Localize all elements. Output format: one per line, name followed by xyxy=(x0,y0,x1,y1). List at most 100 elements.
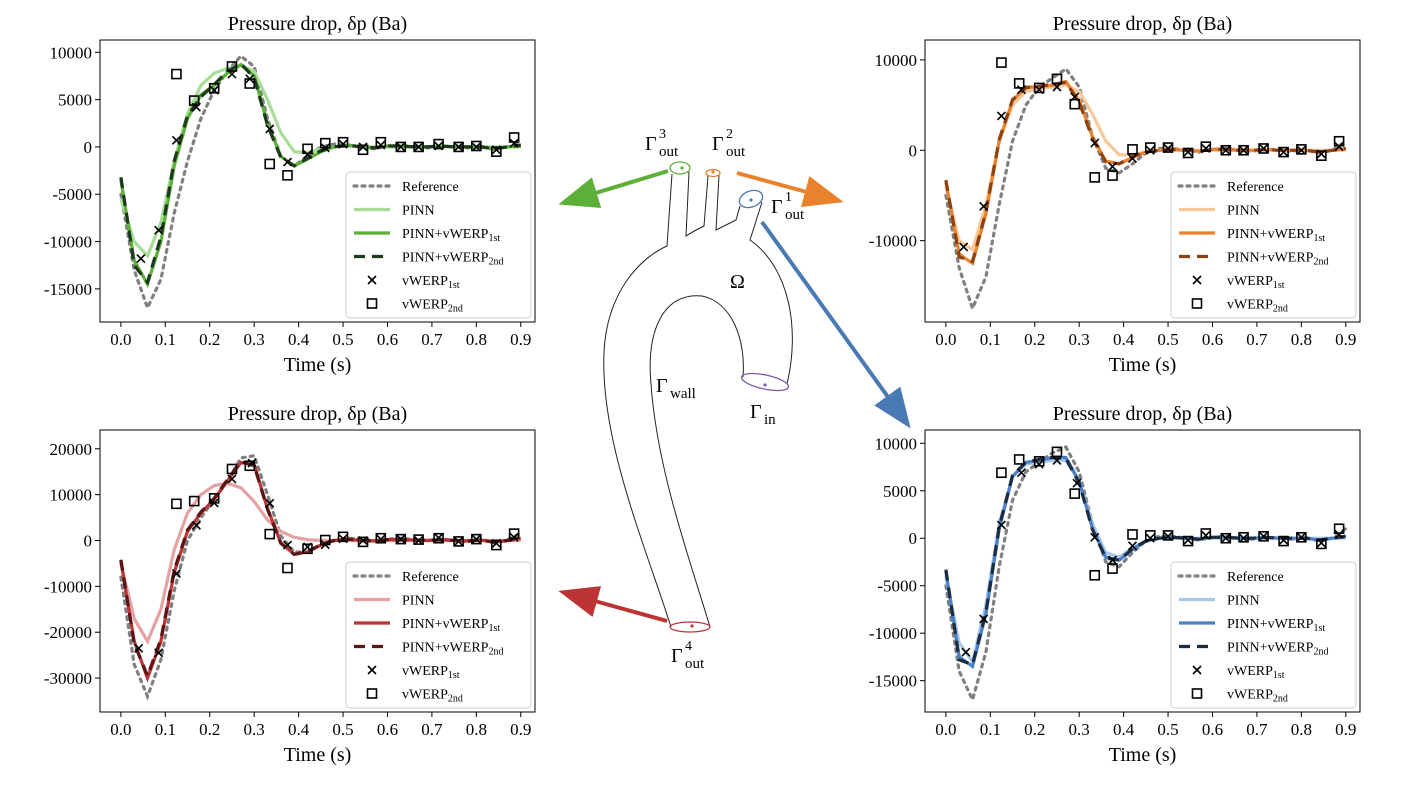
x-marker xyxy=(1072,478,1082,488)
x-tick-label: 0.1 xyxy=(155,720,176,739)
chart: Pressure drop, δp (Ba) 0.0 0.1 0.2 0.3 0.4 0.5… xyxy=(44,13,536,376)
x-marker xyxy=(1279,535,1289,545)
legend: ReferencePINNPINN+vWERP1stPINN+vWERP2ndv… xyxy=(345,561,532,709)
square-marker xyxy=(1278,146,1289,158)
x-tick-label: 0.2 xyxy=(199,720,220,739)
chart-title: Pressure drop, δp (Ba) xyxy=(1053,403,1232,425)
inlet-dot xyxy=(763,383,767,387)
x-marker xyxy=(1183,147,1193,157)
x-marker xyxy=(154,648,164,658)
x-marker xyxy=(959,242,969,252)
legend-name: vWERP xyxy=(1227,298,1273,313)
legend-subscript: 2nd xyxy=(488,257,503,268)
x-marker xyxy=(1316,538,1326,548)
diagram-superscript: 1 xyxy=(785,190,792,205)
diagram-label: Γ xyxy=(712,133,724,155)
square-marker xyxy=(264,528,276,540)
outlet-1-dot xyxy=(749,198,753,202)
square-marker xyxy=(1258,143,1269,154)
x-tick-label: 0.3 xyxy=(1069,330,1090,349)
x-marker xyxy=(1145,145,1155,155)
x-tick-label: 0.2 xyxy=(1024,330,1045,349)
diagram-subscript: out xyxy=(685,656,705,672)
diagram-subscript: out xyxy=(726,144,746,160)
x-marker xyxy=(1163,143,1173,154)
legend-subscript: 2nd xyxy=(448,694,463,705)
square-marker xyxy=(395,533,407,545)
series-line xyxy=(944,455,1347,667)
legend-subscript: 1st xyxy=(1273,280,1285,291)
x-marker xyxy=(1052,455,1062,465)
square-marker xyxy=(1107,563,1118,574)
legend-name: Reference xyxy=(402,570,459,585)
legend-subscript: 2nd xyxy=(1313,257,1328,268)
y-tick-label: 5000 xyxy=(883,482,917,501)
y-tick-label: 10000 xyxy=(50,486,93,505)
y-tick-label: 20000 xyxy=(50,440,93,459)
diagram-subscript: wall xyxy=(670,386,696,402)
y-tick-label: 0 xyxy=(909,141,918,160)
legend-name: PINN+vWERP xyxy=(1227,227,1314,242)
legend-label: Reference xyxy=(1227,180,1284,195)
x-tick-label: 0.6 xyxy=(377,720,398,739)
legend-subscript: 2nd xyxy=(1273,304,1288,315)
x-marker xyxy=(1239,533,1249,543)
square-marker xyxy=(996,467,1007,479)
square-marker xyxy=(491,539,502,551)
x-tick-label: 0.3 xyxy=(1069,720,1090,739)
x-axis-label: Time (s) xyxy=(1109,354,1177,376)
legend-subscript: 1st xyxy=(448,280,460,291)
x-tick-label: 0.7 xyxy=(1246,330,1268,349)
x-marker xyxy=(414,142,424,152)
square-marker xyxy=(302,143,313,155)
x-marker xyxy=(134,643,144,653)
x-marker xyxy=(227,474,237,484)
square-marker xyxy=(244,460,256,472)
legend-marker xyxy=(1192,275,1202,285)
legend-marker xyxy=(1191,298,1203,309)
square-marker xyxy=(1089,569,1101,581)
square-marker xyxy=(453,536,464,547)
diagram-label: Γ xyxy=(671,645,683,667)
legend-name: PINN+vWERP xyxy=(1227,641,1314,656)
square-marker xyxy=(282,562,293,574)
x-marker xyxy=(1221,533,1231,543)
legend-label: PINN+vWERP1st xyxy=(1227,227,1325,244)
x-marker xyxy=(376,140,386,150)
square-marker xyxy=(1238,144,1249,156)
x-tick-label: 0.5 xyxy=(332,720,353,739)
legend-label: PINN+vWERP2nd xyxy=(1227,641,1328,658)
square-marker xyxy=(1127,529,1138,540)
legend-name: PINN+vWERP xyxy=(402,617,489,632)
legend-box xyxy=(345,561,532,709)
square-marker xyxy=(1127,144,1138,155)
y-tick-label: -15000 xyxy=(869,672,917,691)
x-tick-label: 0.2 xyxy=(199,330,220,349)
square-marker xyxy=(1258,531,1269,542)
x-marker xyxy=(1016,468,1026,478)
x-axis-label: Time (s) xyxy=(284,744,352,766)
legend-label: PINN+vWERP1st xyxy=(402,617,500,634)
diagram-label: Γ xyxy=(750,401,762,423)
square-marker xyxy=(319,137,331,149)
legend-marker xyxy=(366,298,378,309)
x-marker xyxy=(282,540,293,550)
y-tick-label: 0 xyxy=(909,529,918,548)
square-marker xyxy=(302,543,313,555)
x-marker xyxy=(282,157,293,167)
diagram-superscript: 3 xyxy=(659,127,666,142)
square-marker xyxy=(1333,523,1345,535)
square-marker xyxy=(264,158,276,170)
x-marker xyxy=(1334,142,1344,152)
arrow xyxy=(558,169,669,209)
legend-marker xyxy=(1192,665,1202,675)
x-tick-label: 0.2 xyxy=(1024,720,1045,739)
legend-label: PINN+vWERP1st xyxy=(1227,617,1325,634)
arrow xyxy=(760,220,911,429)
legend-name: PINN+vWERP xyxy=(1227,251,1314,266)
x-tick-label: 0.1 xyxy=(980,330,1001,349)
square-marker xyxy=(1182,147,1194,159)
x-marker xyxy=(1279,147,1289,157)
square-marker xyxy=(1220,532,1232,544)
legend-name: PINN+vWERP xyxy=(402,251,489,266)
